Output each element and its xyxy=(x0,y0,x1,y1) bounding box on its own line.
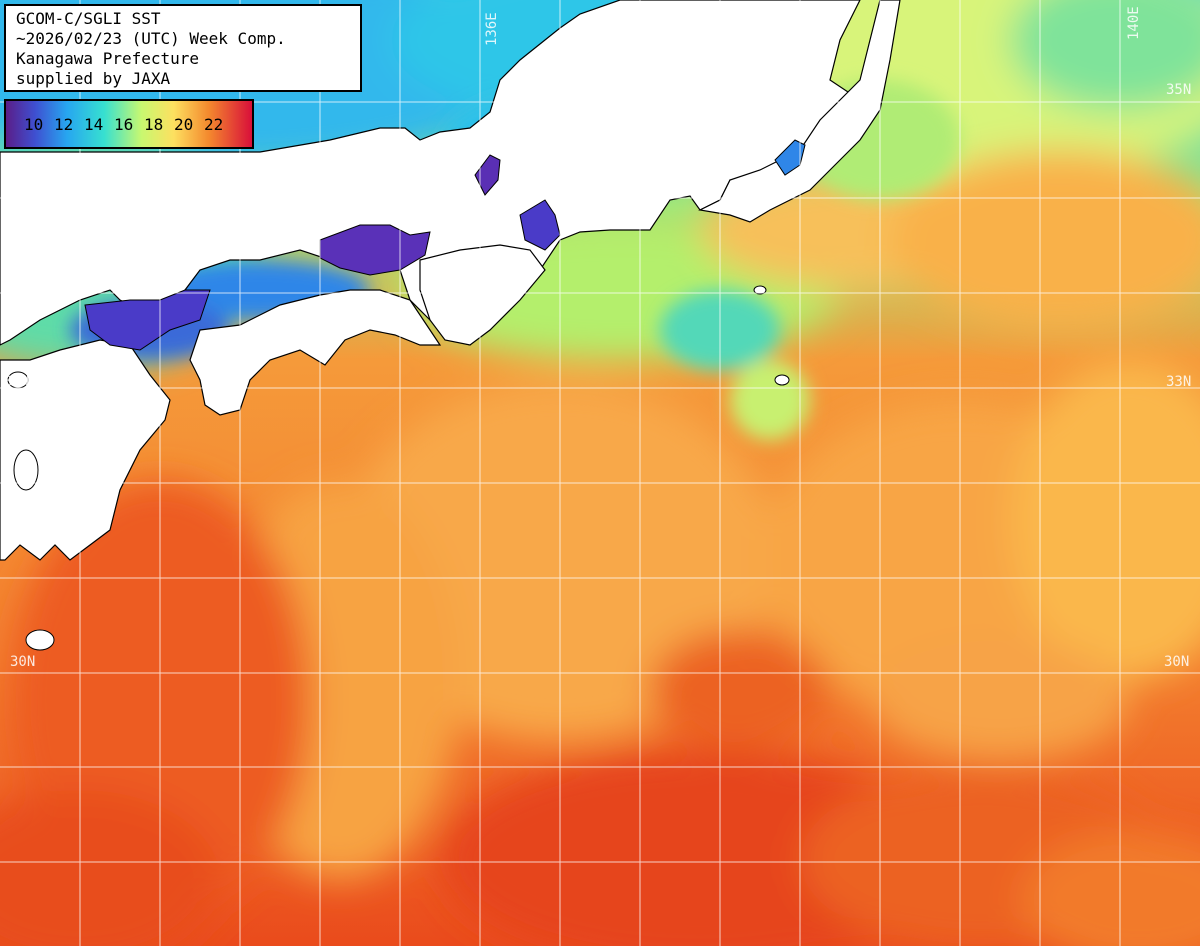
island-tanegashima xyxy=(25,629,55,651)
legend-tick: 16 xyxy=(114,114,134,134)
lat-label-30-left: 30N xyxy=(10,654,35,670)
legend-tick: 22 xyxy=(204,114,224,134)
title-line-1: GCOM-C/SGLI SST xyxy=(16,9,161,28)
tokyo-bay xyxy=(774,139,806,176)
land-shikoku xyxy=(189,289,442,416)
lat-label-33-right: 33N xyxy=(1166,374,1191,390)
lon-label-136: 136E xyxy=(484,12,500,46)
inland-sea-east xyxy=(319,224,431,276)
lat-label-30-right: 30N xyxy=(1164,654,1189,670)
legend-tick: 12 xyxy=(54,114,74,134)
land-kyushu xyxy=(0,339,171,561)
legend-tick: 10 xyxy=(24,114,44,134)
title-line-4: supplied by JAXA xyxy=(16,69,171,88)
legend-gradient xyxy=(5,100,253,148)
island-d xyxy=(13,449,39,491)
title-box: GCOM-C/SGLI SST ~2026/02/23 (UTC) Week C… xyxy=(4,4,362,92)
title-line-3: Kanagawa Prefecture xyxy=(16,49,200,68)
lon-label-140: 140E xyxy=(1126,6,1142,40)
title-line-2: ~2026/02/23 (UTC) Week Comp. xyxy=(16,29,286,48)
legend-tick: 20 xyxy=(174,114,194,134)
ise-bay xyxy=(474,154,501,196)
island-a xyxy=(753,285,767,295)
lat-label-35-right: 35N xyxy=(1166,82,1191,98)
legend-tick: 18 xyxy=(144,114,164,134)
inland-sea-west xyxy=(84,289,211,351)
legend-tick: 14 xyxy=(84,114,104,134)
island-b xyxy=(774,374,790,386)
land-kii xyxy=(419,244,546,346)
lat-label-33-left: 33N xyxy=(4,374,29,390)
color-legend: 10 12 14 16 18 20 22 xyxy=(4,99,254,149)
